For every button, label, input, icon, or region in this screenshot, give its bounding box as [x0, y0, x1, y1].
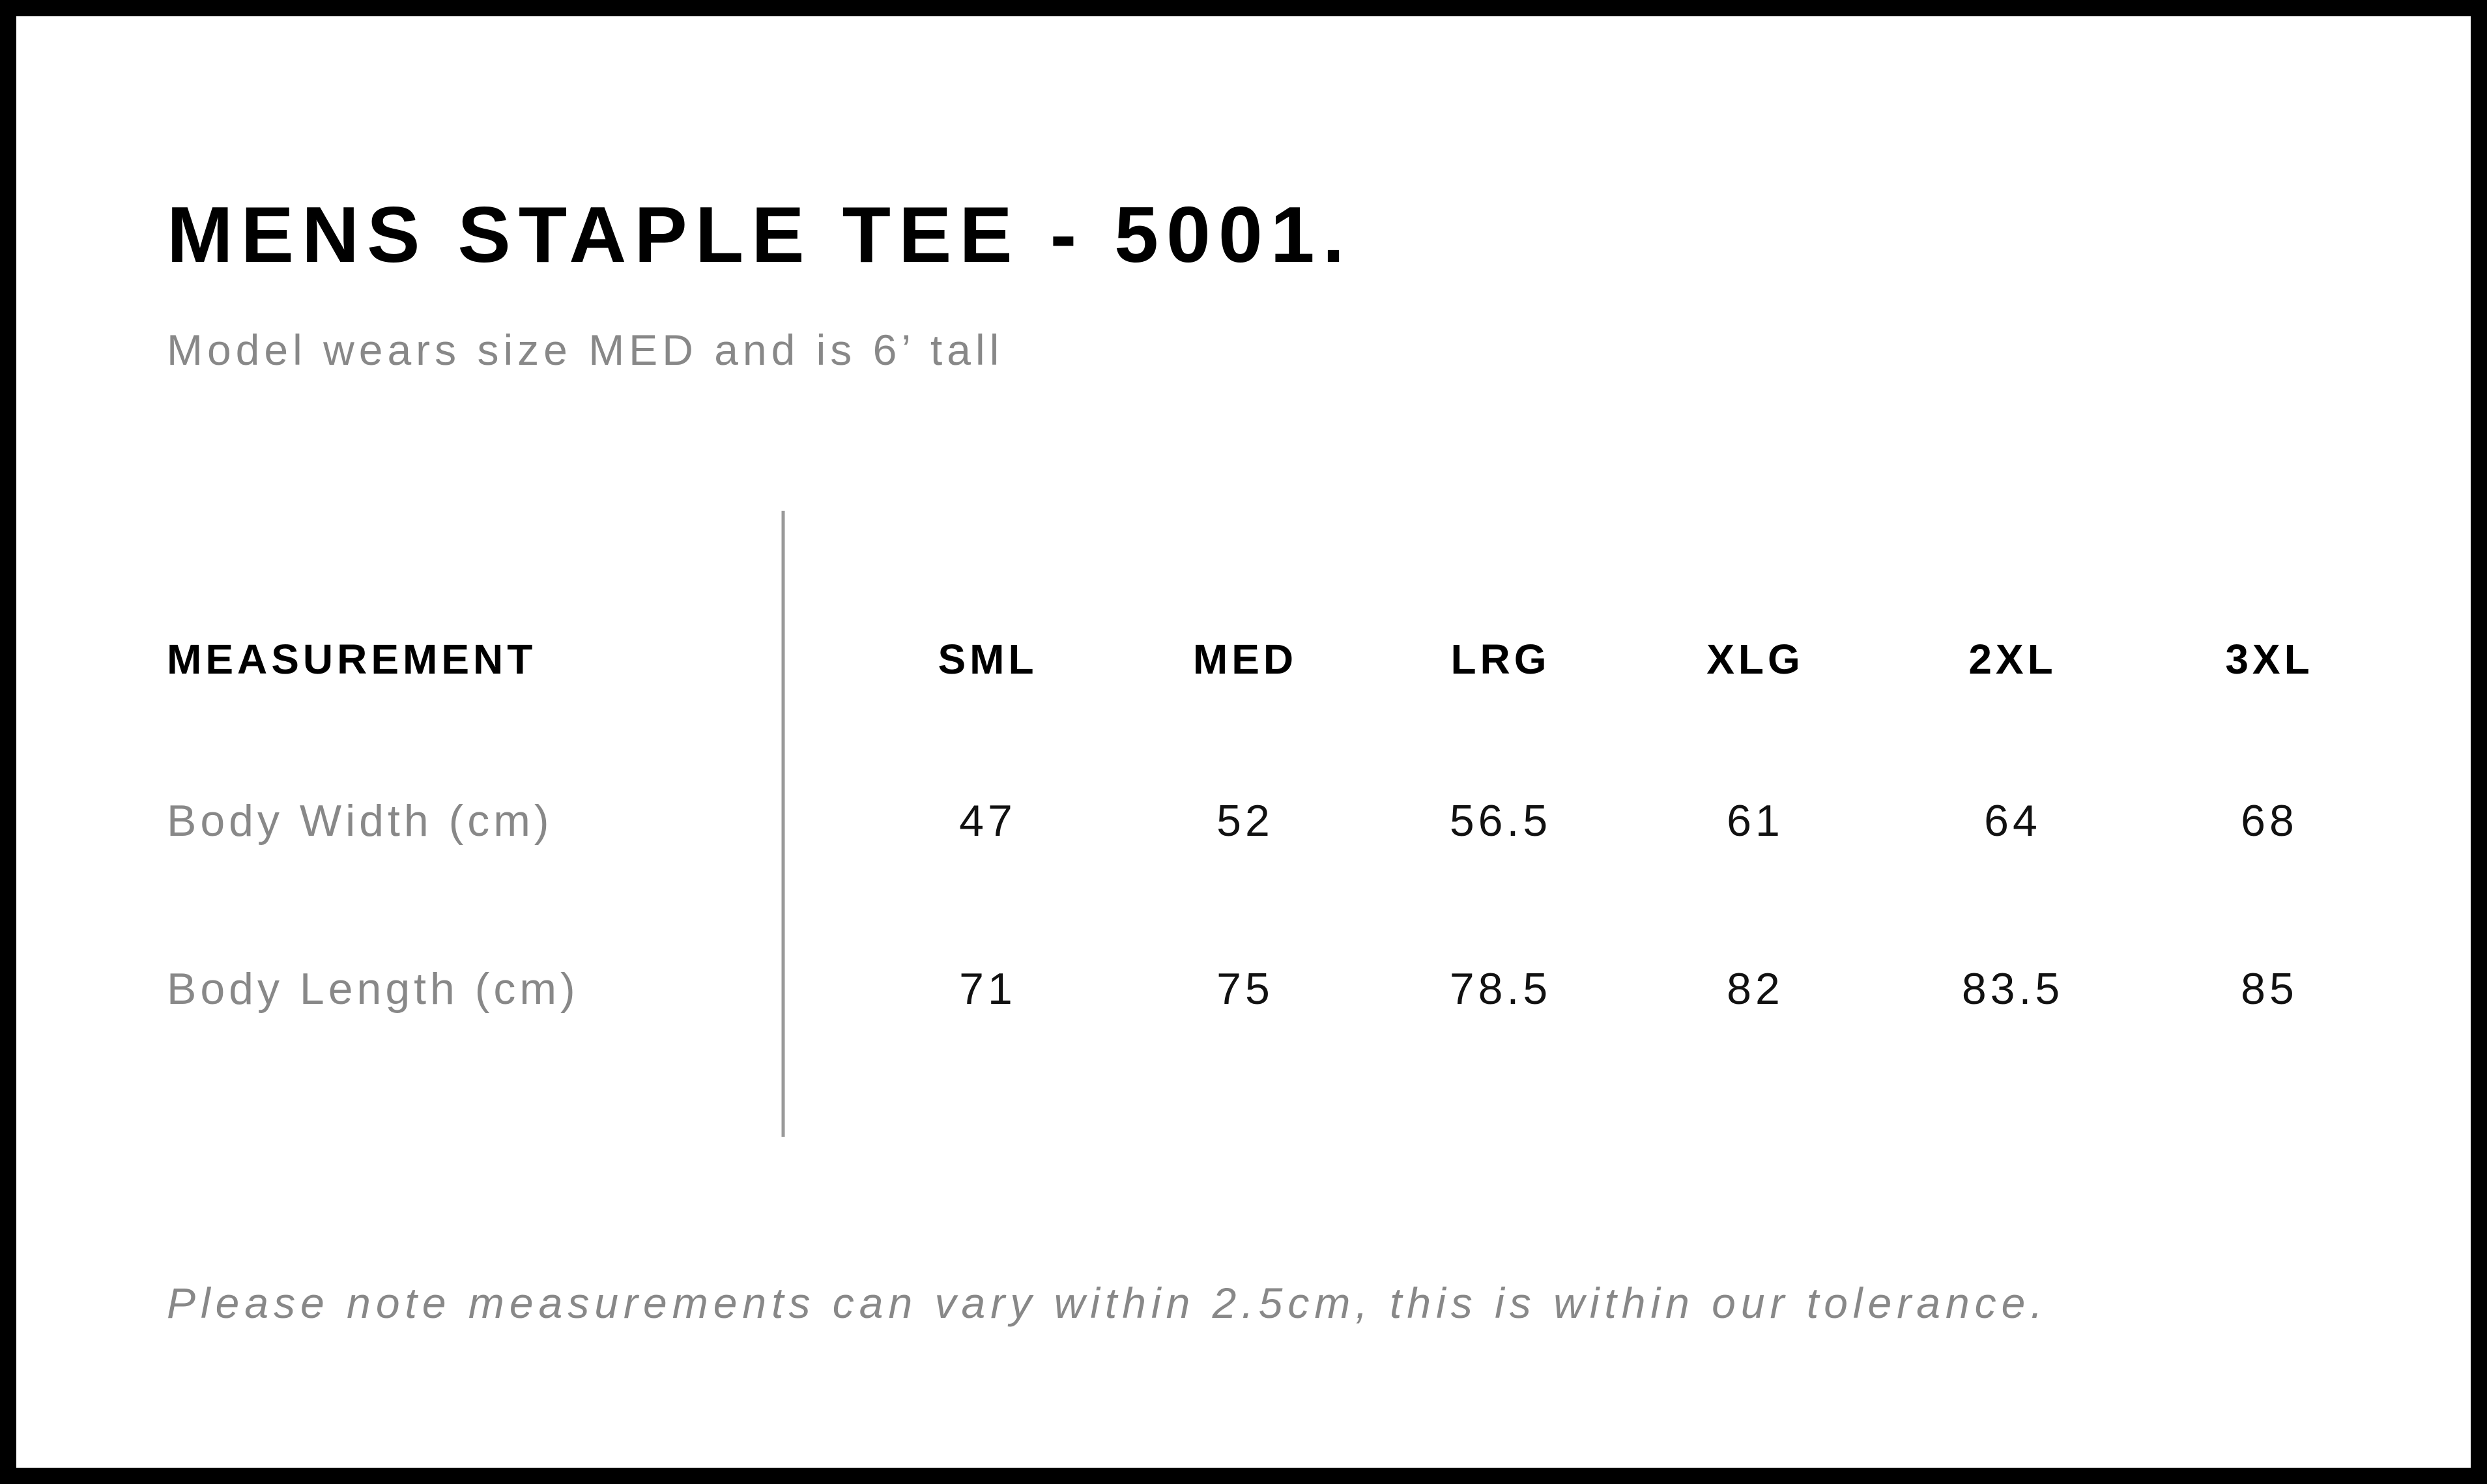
- cell: 75: [1216, 964, 1274, 1014]
- header-cell: MED: [1193, 636, 1297, 683]
- cell: 47: [959, 796, 1016, 846]
- cell: 82: [1727, 964, 1784, 1014]
- cell: 64: [1984, 796, 2041, 846]
- cell: 68: [2241, 796, 2298, 846]
- cell: 61: [1727, 796, 1784, 846]
- subtitle: Model wears size MED and is 6’ tall: [167, 326, 1003, 374]
- header-cell: LRG: [1450, 636, 1550, 683]
- header-cell: MEASUREMENT: [167, 636, 536, 683]
- table: MEASUREMENT SML MED LRG XLG 2XL 3XL Body Width …: [167, 636, 2313, 1014]
- cell: 56.5: [1450, 796, 1551, 846]
- cell: 78.5: [1450, 964, 1551, 1014]
- header-cell: 3XL: [2225, 636, 2313, 683]
- cell: 71: [959, 964, 1016, 1014]
- footnote: Please note measurements can vary within…: [167, 1279, 2048, 1327]
- header-cell: SML: [938, 636, 1037, 683]
- cell: 52: [1216, 796, 1274, 846]
- header-cell: 2XL: [1968, 636, 2056, 683]
- cell: 83.5: [1962, 964, 2063, 1014]
- title: MENS STAPLE TEE - 5001.: [167, 190, 1352, 279]
- header-cell: XLG: [1706, 636, 1804, 683]
- row-label: Body Width (cm): [167, 796, 553, 846]
- cell: 85: [2241, 964, 2298, 1014]
- row-label: Body Length (cm): [167, 964, 579, 1014]
